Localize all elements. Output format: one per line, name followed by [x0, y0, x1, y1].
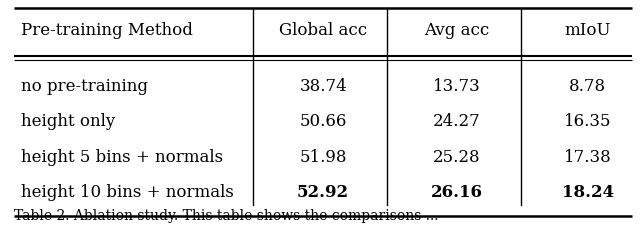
Text: Table 2. Ablation study. This table shows the comparisons ...: Table 2. Ablation study. This table show… [14, 209, 438, 223]
Text: 25.28: 25.28 [433, 149, 481, 166]
Text: 38.74: 38.74 [300, 78, 347, 95]
Text: 52.92: 52.92 [297, 184, 349, 201]
Text: no pre-training: no pre-training [20, 78, 147, 95]
Text: height only: height only [20, 113, 115, 130]
Text: 50.66: 50.66 [300, 113, 347, 130]
Text: 13.73: 13.73 [433, 78, 481, 95]
Text: 51.98: 51.98 [300, 149, 347, 166]
Text: height 5 bins + normals: height 5 bins + normals [20, 149, 223, 166]
Text: Global acc: Global acc [279, 22, 367, 39]
Text: height 10 bins + normals: height 10 bins + normals [20, 184, 234, 201]
Text: 24.27: 24.27 [433, 113, 481, 130]
Text: 17.38: 17.38 [564, 149, 611, 166]
Text: 16.35: 16.35 [564, 113, 611, 130]
Text: mIoU: mIoU [564, 22, 611, 39]
Text: 8.78: 8.78 [569, 78, 606, 95]
Text: Avg acc: Avg acc [424, 22, 490, 39]
Text: 18.24: 18.24 [561, 184, 614, 201]
Text: 26.16: 26.16 [431, 184, 483, 201]
Text: Pre-training Method: Pre-training Method [20, 22, 193, 39]
